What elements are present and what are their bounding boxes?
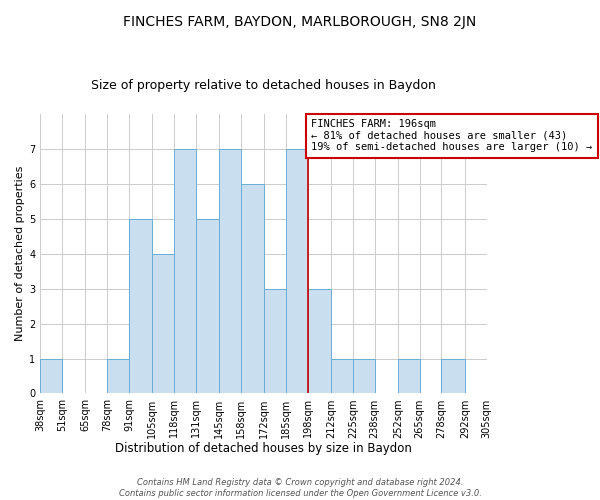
Text: Contains HM Land Registry data © Crown copyright and database right 2024.
Contai: Contains HM Land Registry data © Crown c… xyxy=(119,478,481,498)
Bar xyxy=(196,219,219,394)
Bar xyxy=(331,358,353,394)
Bar xyxy=(107,358,129,394)
X-axis label: Distribution of detached houses by size in Baydon: Distribution of detached houses by size … xyxy=(115,442,412,455)
Bar xyxy=(129,219,152,394)
Bar xyxy=(219,149,241,394)
Bar xyxy=(40,358,62,394)
Bar xyxy=(174,149,196,394)
Bar xyxy=(152,254,174,394)
Bar xyxy=(398,358,420,394)
Text: FINCHES FARM, BAYDON, MARLBOROUGH, SN8 2JN: FINCHES FARM, BAYDON, MARLBOROUGH, SN8 2… xyxy=(124,15,476,29)
Title: Size of property relative to detached houses in Baydon: Size of property relative to detached ho… xyxy=(91,79,436,92)
Bar xyxy=(286,149,308,394)
Y-axis label: Number of detached properties: Number of detached properties xyxy=(15,166,25,342)
Bar xyxy=(308,288,331,394)
Bar xyxy=(264,288,286,394)
Text: FINCHES FARM: 196sqm
← 81% of detached houses are smaller (43)
19% of semi-detac: FINCHES FARM: 196sqm ← 81% of detached h… xyxy=(311,119,592,152)
Bar xyxy=(442,358,465,394)
Bar xyxy=(353,358,374,394)
Bar xyxy=(241,184,264,394)
